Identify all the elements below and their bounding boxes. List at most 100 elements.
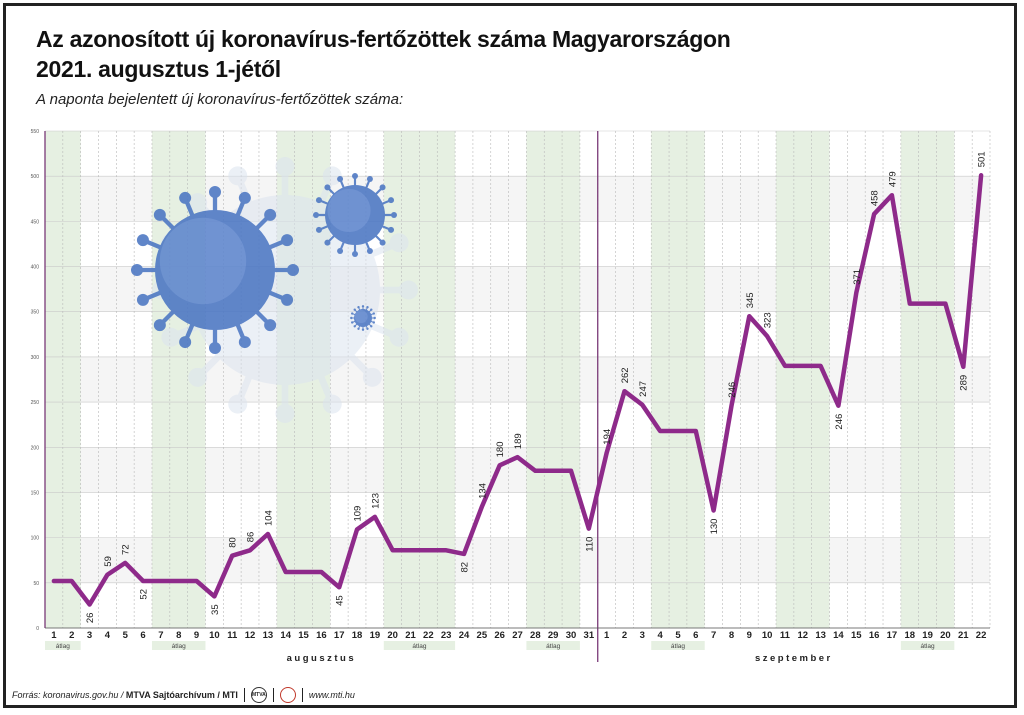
y-tick-label: 500: [31, 174, 40, 180]
virus-spike-tip: [361, 328, 365, 331]
virus-spike-tip: [238, 336, 251, 349]
footer-separator: [272, 688, 274, 702]
title-line-1: Az azonosított új koronavírus-fertőzötte…: [36, 26, 731, 52]
virus-spike-tip: [379, 239, 386, 246]
virus-spike-tip: [399, 280, 418, 300]
data-label: 323: [763, 312, 774, 328]
data-label: 194: [602, 429, 613, 445]
data-label: 479: [887, 171, 898, 187]
x-tick-label: 26: [494, 630, 505, 641]
virus-spike-tip: [287, 264, 299, 276]
virus-highlight: [327, 188, 371, 233]
data-label: 104: [263, 510, 274, 526]
virus-spike-tip: [281, 234, 294, 247]
y-tick-label: 100: [31, 536, 40, 542]
month-label: augusztus: [287, 653, 356, 664]
data-label: 371: [852, 269, 863, 285]
x-tick-label: 15: [298, 630, 309, 641]
x-tick-label: 1: [604, 630, 610, 641]
x-tick-label: 17: [887, 630, 898, 641]
virus-spike-tip: [357, 327, 360, 331]
data-label: 247: [638, 381, 649, 397]
virus-spike-tip: [353, 325, 356, 328]
x-tick-label: 18: [904, 630, 915, 641]
x-tick-label: 20: [387, 630, 398, 641]
avg-label-band: [526, 641, 580, 650]
data-label: 180: [495, 441, 506, 457]
x-tick-label: 10: [762, 630, 773, 641]
x-tick-label: 11: [227, 630, 238, 641]
x-tick-label: 9: [194, 630, 199, 641]
virus-spike-tip: [324, 239, 331, 246]
virus-spike-tip: [238, 191, 251, 204]
x-tick-label: 2: [69, 630, 74, 641]
chart-title: Az azonosított új koronavírus-fertőzötte…: [36, 24, 731, 84]
virus-spike-tip: [350, 316, 353, 320]
virus-spike-tip: [275, 404, 295, 423]
data-label: 289: [959, 375, 970, 391]
avg-label: átlag: [412, 643, 426, 650]
y-tick-label: 300: [31, 355, 40, 361]
x-tick-label: 15: [851, 630, 862, 641]
data-label: 80: [228, 537, 239, 548]
virus-spike-tip: [366, 175, 373, 182]
virus-spike-tip: [357, 305, 360, 309]
x-tick-label: 3: [87, 630, 92, 641]
source-prefix: Forrás: koronavirus.gov.hu /: [12, 690, 126, 700]
avg-label: átlag: [56, 643, 70, 650]
virus-spike-tip: [228, 166, 248, 186]
virus-spike-tip: [337, 175, 344, 182]
virus-spike-tip: [373, 316, 376, 320]
data-label: 130: [709, 519, 720, 535]
virus-spike-tip: [264, 319, 277, 332]
virus-spike-tip: [391, 212, 397, 218]
mti-logo-icon: [279, 687, 296, 703]
data-label: 189: [513, 433, 524, 449]
virus-spike-tip: [352, 251, 358, 257]
virus-spike-tip: [136, 293, 149, 306]
x-tick-label: 17: [334, 630, 345, 641]
data-label: 59: [103, 556, 114, 567]
x-tick-label: 14: [280, 630, 291, 641]
mtva-logo: MTVA: [250, 687, 267, 703]
y-tick-label: 550: [31, 129, 40, 135]
data-label: 246: [727, 382, 738, 398]
virus-spike-tip: [322, 394, 342, 414]
data-label: 246: [834, 414, 845, 430]
data-label: 35: [210, 604, 221, 615]
virus-spike-tip: [281, 293, 294, 306]
data-label: 501: [977, 151, 988, 167]
virus-spike-tip: [370, 308, 373, 311]
avg-label-band: [45, 641, 81, 650]
virus-spike-tip: [275, 157, 295, 176]
virus-spike-tip: [361, 305, 365, 308]
x-tick-label: 13: [263, 630, 274, 641]
virus-spike-tip: [209, 342, 221, 354]
virus-spike-tip: [366, 248, 373, 255]
virus-spike-tip: [264, 208, 277, 221]
avg-label: átlag: [671, 643, 685, 650]
x-tick-label: 8: [176, 630, 181, 641]
website-link[interactable]: www.mti.hu: [308, 690, 355, 700]
x-tick-label: 25: [477, 630, 488, 641]
source-text: Forrás: koronavirus.gov.hu / MTVA Sajtóa…: [12, 690, 238, 700]
virus-spike-tip: [370, 325, 373, 328]
virus-spike-tip: [136, 234, 149, 247]
x-tick-label: 12: [797, 630, 808, 641]
x-tick-label: 20: [940, 630, 951, 641]
data-label: 262: [620, 367, 631, 383]
virus-spike-tip: [315, 226, 322, 233]
x-tick-label: 3: [640, 630, 645, 641]
x-tick-label: 5: [675, 630, 681, 641]
x-tick-label: 7: [158, 630, 163, 641]
x-tick-label: 19: [370, 630, 381, 641]
y-tick-label: 50: [33, 581, 39, 587]
x-tick-label: 16: [869, 630, 880, 641]
virus-highlight: [159, 217, 247, 305]
virus-spike-tip: [353, 308, 356, 311]
weekend-band: [526, 131, 580, 628]
footer: Forrás: koronavirus.gov.hu / MTVA Sajtóa…: [12, 687, 355, 703]
virus-spike-tip: [379, 184, 386, 191]
virus-spike-tip: [337, 248, 344, 255]
data-label: 134: [477, 483, 488, 499]
